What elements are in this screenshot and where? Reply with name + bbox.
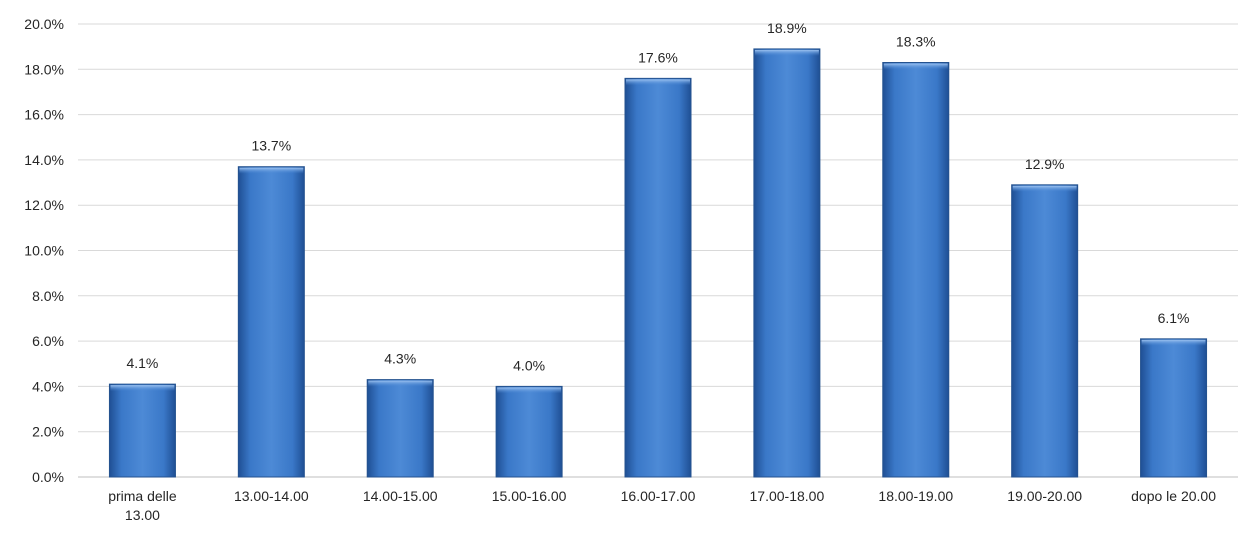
data-label: 12.9%: [1025, 156, 1065, 172]
x-category-label: 19.00-20.00: [1007, 488, 1082, 504]
bar-highlight: [883, 63, 948, 70]
data-label: 18.9%: [767, 20, 807, 36]
bar-body: [882, 62, 950, 478]
data-label: 4.1%: [126, 355, 158, 371]
bar-highlight: [626, 79, 690, 86]
x-category-label: 14.00-15.00: [363, 488, 438, 504]
bar-highlight: [239, 167, 304, 174]
y-axis-ticks: 0.0% 2.0% 4.0% 6.0% 8.0% 10.0% 12.0% 14.0% 16.0%…: [24, 16, 64, 485]
bar-body: [495, 385, 563, 478]
x-category-line: 16.00-17.00: [621, 488, 696, 504]
bar-highlight: [497, 387, 562, 394]
bar: [366, 379, 434, 478]
x-category-line: prima delle: [108, 488, 177, 504]
x-category-label: 18.00-19.00: [878, 488, 953, 504]
bar: [753, 48, 821, 478]
x-axis-categories: prima delle 13.00 13.00-14.00 14.00-15.00 15…: [108, 488, 1216, 523]
bar: [1140, 338, 1208, 478]
x-category-label: 13.00-14.00: [234, 488, 309, 504]
x-category-label: 16.00-17.00: [621, 488, 696, 504]
x-category-line: dopo le 20.00: [1131, 488, 1216, 504]
data-label: 4.0%: [513, 357, 545, 373]
bar-highlight: [368, 380, 433, 387]
bar-highlight: [1012, 185, 1077, 192]
x-category-label: 17.00-18.00: [750, 488, 825, 504]
y-tick-label: 4.0%: [32, 378, 64, 394]
bar-body: [366, 379, 434, 478]
bar-body: [624, 77, 692, 478]
bar-body: [1011, 184, 1079, 478]
data-label: 6.1%: [1158, 310, 1190, 326]
bar: [624, 77, 692, 478]
bar: [108, 383, 176, 478]
y-tick-label: 16.0%: [24, 107, 64, 123]
bar: [1011, 184, 1079, 478]
data-labels: 4.1% 13.7% 4.3% 4.0% 17.6% 18.9% 18.3% 12.9% 6.1…: [126, 20, 1189, 373]
bar-body: [753, 48, 821, 478]
bar-body: [108, 383, 176, 478]
x-category-line: 17.00-18.00: [750, 488, 825, 504]
x-category-label: prima delle 13.00: [108, 488, 177, 523]
x-category-line: 13.00: [125, 507, 160, 523]
y-tick-label: 14.0%: [24, 152, 64, 168]
data-label: 17.6%: [638, 49, 678, 65]
bar-body: [237, 166, 305, 478]
bar-highlight: [1141, 339, 1206, 346]
y-tick-label: 18.0%: [24, 61, 64, 77]
y-tick-label: 10.0%: [24, 243, 64, 259]
y-tick-label: 6.0%: [32, 333, 64, 349]
y-tick-label: 12.0%: [24, 197, 64, 213]
data-label: 13.7%: [251, 138, 291, 154]
bar-highlight: [110, 385, 175, 392]
bar: [495, 385, 563, 478]
x-category-line: 15.00-16.00: [492, 488, 567, 504]
bars: [108, 48, 1208, 478]
x-category-label: dopo le 20.00: [1131, 488, 1216, 504]
data-label: 4.3%: [384, 351, 416, 367]
x-category-line: 19.00-20.00: [1007, 488, 1082, 504]
bar: [237, 166, 305, 478]
y-tick-label: 8.0%: [32, 288, 64, 304]
y-tick-label: 2.0%: [32, 424, 64, 440]
x-category-line: 18.00-19.00: [878, 488, 953, 504]
y-tick-label: 0.0%: [32, 469, 64, 485]
bar: [882, 62, 950, 478]
x-category-line: 14.00-15.00: [363, 488, 438, 504]
bar-body: [1140, 338, 1208, 478]
bar-highlight: [754, 49, 819, 56]
x-category-line: 13.00-14.00: [234, 488, 309, 504]
x-category-label: 15.00-16.00: [492, 488, 567, 504]
y-tick-label: 20.0%: [24, 16, 64, 32]
data-label: 18.3%: [896, 34, 936, 50]
